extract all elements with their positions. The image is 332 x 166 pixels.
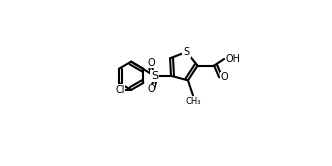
Text: O: O [221,72,228,82]
Text: CH₃: CH₃ [185,97,201,106]
Text: Cl: Cl [115,85,124,95]
Text: S: S [183,47,190,57]
Text: OH: OH [226,54,241,64]
Text: O: O [147,58,155,68]
Text: S: S [151,71,158,81]
Text: O: O [147,84,155,94]
